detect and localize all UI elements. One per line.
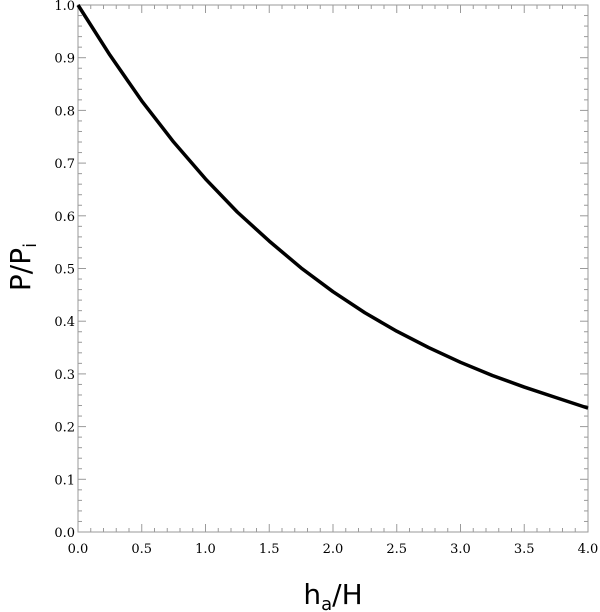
x-tick-label: 4.0 [578,542,599,557]
y-axis-title: P/Pi [4,243,41,291]
x-tick-label: 1.5 [259,542,280,557]
x-tick-label: 2.5 [386,542,407,557]
x-tick-label: 0.5 [131,542,152,557]
y-tick-label: 0.4 [54,315,75,330]
tick-labels-group: 0.0 0.5 1.0 1.5 2.0 2.5 3.0 3.5 4.0 0.0 0.1 0.2 0.3 0… [54,0,598,557]
x-tick-label: 3.5 [514,542,535,557]
x-axis-title: ha/H [303,578,362,612]
y-tick-label: 0.0 [54,526,75,541]
y-tick-label: 0.7 [54,157,75,172]
y-tick-label: 0.9 [54,52,75,67]
y-tick-label: 0.1 [54,473,75,488]
x-axis-title-sub: a [321,594,332,612]
x-tick-label: 0.0 [68,542,89,557]
x-tick-label: 3.0 [450,542,471,557]
y-axis-title-main: P/P [4,248,37,291]
x-tick-label: 2.0 [323,542,344,557]
plot-frame [77,4,589,533]
series-line [76,4,589,410]
x-tick-label: 1.0 [195,542,216,557]
x-axis-title-main: h [303,578,321,611]
y-tick-label: 0.2 [54,421,75,436]
tick-marks-group [77,4,589,533]
y-tick-label: 0.6 [54,210,75,225]
y-tick-label: 0.5 [54,263,75,278]
y-tick-label: 0.3 [54,368,75,383]
series-group [76,4,589,410]
y-tick-label: 1.0 [54,0,75,14]
y-axis-title-sub: i [20,243,41,248]
y-tick-label: 0.8 [54,104,75,119]
x-axis-title-rest: /H [332,578,363,611]
plot-frame-group [77,4,589,533]
